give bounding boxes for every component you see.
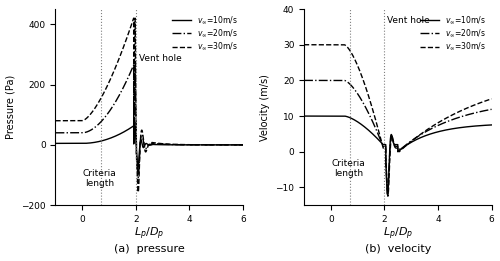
$v_{\infty}$=10m/s <box>441 129 447 132</box>
$v_{\infty}$=10m/s <box>165 143 171 146</box>
$v_{\infty}$=10m/s <box>192 143 198 146</box>
$v_{\infty}$=10m/s <box>414 138 420 141</box>
$v_{\infty}$=20m/s <box>206 143 212 146</box>
$v_{\infty}$=10m/s <box>423 134 429 137</box>
Line: $v_{\infty}$=10m/s: $v_{\infty}$=10m/s <box>304 116 492 194</box>
$v_{\infty}$=10m/s <box>240 143 246 146</box>
Line: $v_{\infty}$=10m/s: $v_{\infty}$=10m/s <box>56 126 243 167</box>
$v_{\infty}$=20m/s <box>301 79 307 82</box>
$v_{\infty}$=30m/s <box>488 97 494 100</box>
Line: $v_{\infty}$=20m/s: $v_{\infty}$=20m/s <box>56 65 243 177</box>
$v_{\infty}$=20m/s <box>414 136 420 139</box>
$v_{\infty}$=20m/s <box>384 193 390 196</box>
$v_{\infty}$=10m/s <box>124 128 130 132</box>
$v_{\infty}$=30m/s <box>372 118 378 122</box>
$v_{\infty}$=30m/s <box>135 191 141 194</box>
$v_{\infty}$=20m/s <box>174 143 180 146</box>
$v_{\infty}$=30m/s <box>124 35 130 39</box>
Text: Criteria
length: Criteria length <box>332 159 365 178</box>
$v_{\infty}$=10m/s <box>135 166 141 169</box>
Text: Vent hole: Vent hole <box>387 16 430 25</box>
$v_{\infty}$=30m/s <box>132 16 138 20</box>
$v_{\infty}$=20m/s <box>423 130 429 133</box>
$v_{\infty}$=10m/s <box>86 141 92 145</box>
$v_{\infty}$=10m/s <box>335 115 341 118</box>
$v_{\infty}$=30m/s <box>335 43 341 46</box>
$v_{\infty}$=20m/s <box>135 176 141 179</box>
Text: Vent hole: Vent hole <box>138 54 182 63</box>
$v_{\infty}$=10m/s <box>384 193 390 196</box>
$v_{\infty}$=10m/s <box>456 126 462 129</box>
$v_{\infty}$=20m/s <box>86 129 92 132</box>
$v_{\infty}$=30m/s <box>414 136 420 139</box>
X-axis label: $L_p/D_p$: $L_p/D_p$ <box>382 225 413 242</box>
$v_{\infty}$=10m/s <box>174 143 180 146</box>
Line: $v_{\infty}$=30m/s: $v_{\infty}$=30m/s <box>304 45 492 196</box>
$v_{\infty}$=10m/s <box>132 124 138 127</box>
$v_{\infty}$=20m/s <box>165 143 171 146</box>
$v_{\infty}$=30m/s <box>192 143 198 146</box>
$v_{\infty}$=30m/s <box>240 143 246 146</box>
$v_{\infty}$=30m/s <box>385 195 391 198</box>
$v_{\infty}$=20m/s <box>192 143 198 146</box>
$v_{\infty}$=20m/s <box>132 63 138 67</box>
$v_{\infty}$=20m/s <box>488 108 494 111</box>
$v_{\infty}$=10m/s <box>301 115 307 118</box>
Text: (b)  velocity: (b) velocity <box>364 245 431 254</box>
$v_{\infty}$=10m/s <box>52 142 59 145</box>
X-axis label: $L_p/D_p$: $L_p/D_p$ <box>134 225 164 242</box>
$v_{\infty}$=20m/s <box>240 143 246 146</box>
$v_{\infty}$=10m/s <box>206 143 212 146</box>
$v_{\infty}$=30m/s <box>441 118 447 121</box>
$v_{\infty}$=20m/s <box>124 78 130 81</box>
$v_{\infty}$=30m/s <box>86 114 92 117</box>
$v_{\infty}$=30m/s <box>206 143 212 146</box>
Line: $v_{\infty}$=20m/s: $v_{\infty}$=20m/s <box>304 80 492 194</box>
$v_{\infty}$=20m/s <box>335 79 341 82</box>
$v_{\infty}$=30m/s <box>423 129 429 132</box>
$v_{\infty}$=20m/s <box>52 131 59 134</box>
$v_{\infty}$=10m/s <box>372 135 378 138</box>
Legend: $v_{\infty}$=10m/s, $v_{\infty}$=20m/s, $v_{\infty}$=30m/s: $v_{\infty}$=10m/s, $v_{\infty}$=20m/s, … <box>170 13 239 54</box>
Text: Criteria
length: Criteria length <box>83 169 116 188</box>
$v_{\infty}$=30m/s <box>301 43 307 46</box>
Line: $v_{\infty}$=30m/s: $v_{\infty}$=30m/s <box>56 18 243 192</box>
$v_{\infty}$=20m/s <box>372 127 378 130</box>
$v_{\infty}$=10m/s <box>488 123 494 127</box>
$v_{\infty}$=30m/s <box>456 110 462 114</box>
$v_{\infty}$=20m/s <box>441 121 447 124</box>
Y-axis label: Velocity (m/s): Velocity (m/s) <box>260 74 270 141</box>
$v_{\infty}$=20m/s <box>456 116 462 119</box>
Text: (a)  pressure: (a) pressure <box>114 245 184 254</box>
$v_{\infty}$=30m/s <box>174 143 180 146</box>
$v_{\infty}$=30m/s <box>165 143 171 146</box>
Y-axis label: Pressure (Pa): Pressure (Pa) <box>6 75 16 139</box>
Legend: $v_{\infty}$=10m/s, $v_{\infty}$=20m/s, $v_{\infty}$=30m/s: $v_{\infty}$=10m/s, $v_{\infty}$=20m/s, … <box>418 13 488 54</box>
$v_{\infty}$=30m/s <box>52 119 59 122</box>
